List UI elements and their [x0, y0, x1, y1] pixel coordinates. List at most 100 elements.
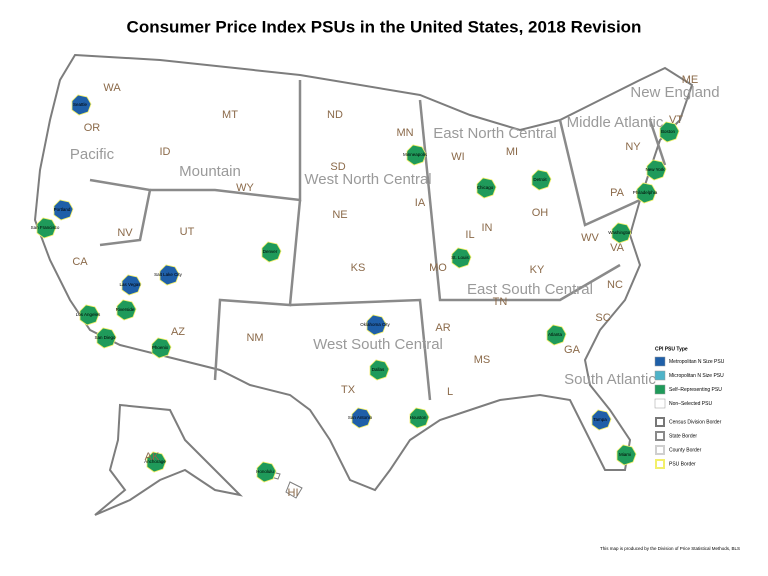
state-label: WI — [451, 151, 464, 163]
city-label: Denver — [263, 249, 278, 254]
city-label: Honolulu — [256, 469, 274, 474]
psu-area — [96, 327, 117, 349]
state-label: MO — [429, 262, 447, 274]
city-label: Anchorage — [144, 459, 166, 464]
psu-area — [366, 314, 387, 336]
city-label: Tampa — [593, 417, 607, 422]
city-label: St. Louis — [451, 255, 469, 260]
state-label: L — [447, 386, 453, 398]
division-label: West North Central — [304, 171, 431, 188]
state-label: MN — [396, 127, 413, 139]
legend-label: County Border — [669, 447, 702, 453]
state-label: NE — [332, 209, 347, 221]
state-label: AK — [145, 451, 160, 463]
psu-area — [531, 169, 552, 191]
state-label: ID — [160, 146, 171, 158]
city-label: San Francisco — [31, 225, 60, 230]
state-label: VT — [669, 114, 683, 126]
legend-swatch — [654, 398, 666, 409]
city-label: Atlanta — [548, 332, 563, 337]
division-border — [648, 119, 667, 166]
alaska — [94, 403, 244, 516]
division-label: East South Central — [467, 281, 593, 298]
city-label: Riverside — [116, 307, 135, 312]
city-label: San Diego — [94, 335, 116, 340]
state-label: ME — [682, 74, 699, 86]
city-label: Portland — [54, 207, 71, 212]
psu-area — [659, 121, 680, 143]
state-label: AZ — [171, 326, 185, 338]
psu-area — [146, 451, 167, 473]
city-label: Detroit — [533, 177, 547, 182]
city-label: Philadelphia — [633, 190, 658, 195]
division-label: New England — [630, 84, 719, 101]
state-label: ND — [327, 109, 343, 121]
city-label: Phoenix — [152, 345, 169, 350]
psu-area — [406, 144, 427, 166]
state-label: WV — [581, 232, 599, 244]
footnote: This map is produced by the Division of … — [600, 546, 740, 551]
psu-area — [151, 337, 172, 359]
city-label: Los Angeles — [76, 312, 101, 317]
legend-label: Self–Representing PSU — [669, 387, 722, 393]
legend-swatch — [654, 384, 666, 395]
legend-swatch — [655, 445, 665, 455]
psu-area — [79, 304, 100, 326]
psu-area — [36, 217, 57, 239]
psu-area — [616, 444, 637, 466]
state-label: WA — [103, 82, 121, 94]
state-label: OR — [84, 122, 101, 134]
psu-area — [71, 94, 92, 116]
contiguous-us — [33, 53, 694, 492]
state-label: SC — [595, 312, 610, 324]
legend-label: Non–Selected PSU — [669, 401, 712, 407]
state-label: IA — [415, 197, 426, 209]
division-borders — [89, 80, 667, 401]
state-label: KY — [530, 264, 545, 276]
city-label: Washington — [608, 230, 632, 235]
city-label: Oklahoma City — [360, 322, 390, 327]
state-label: VA — [610, 242, 625, 254]
psu-area — [369, 359, 390, 381]
division-border — [89, 178, 152, 247]
psu-area — [591, 409, 612, 431]
legend-label: Metropolitan N Size PSU — [669, 359, 725, 365]
division-border — [289, 298, 432, 401]
psu-area — [476, 177, 497, 199]
state-label: CA — [72, 256, 88, 268]
legend-label: State Border — [669, 433, 697, 439]
city-label: New York — [645, 167, 665, 172]
legend-swatch — [655, 417, 665, 427]
state-label: PA — [610, 187, 625, 199]
psu-area — [261, 241, 282, 263]
city-label: Boston — [661, 129, 676, 134]
division-label: Middle Atlantic — [567, 114, 664, 131]
city-label: Seattle — [73, 102, 88, 107]
city-label: Dallas — [372, 367, 385, 372]
psu-area — [636, 182, 657, 204]
psu-area — [611, 222, 632, 244]
state-label: WY — [236, 182, 254, 194]
psu-area — [409, 407, 430, 429]
legend-label: PSU Border — [669, 461, 696, 467]
division-label: East North Central — [433, 125, 556, 142]
state-label: IN — [482, 222, 493, 234]
legend-title: CPI PSU Type — [655, 346, 688, 352]
state-label: NM — [246, 332, 263, 344]
legend: CPI PSU Type Metropolitan N Size PSU Micro… — [654, 346, 725, 469]
label-layer: Seattle Portland San Francisco Los Angeles R… — [31, 74, 720, 499]
state-label: TN — [493, 296, 508, 308]
state-label: NC — [607, 279, 623, 291]
city-label: Salt Lake City — [154, 272, 183, 277]
city-label: Houston — [410, 415, 427, 420]
legend-label: Census Division Border — [669, 419, 722, 425]
state-label: GA — [564, 344, 581, 356]
state-label: MT — [222, 109, 238, 121]
psu-area — [451, 247, 472, 269]
state-label: TX — [341, 384, 356, 396]
division-border — [150, 80, 302, 202]
state-label: SD — [330, 161, 345, 173]
legend-swatch — [655, 459, 665, 469]
state-label: NV — [117, 227, 133, 239]
city-label: Las Vegas — [119, 282, 141, 287]
